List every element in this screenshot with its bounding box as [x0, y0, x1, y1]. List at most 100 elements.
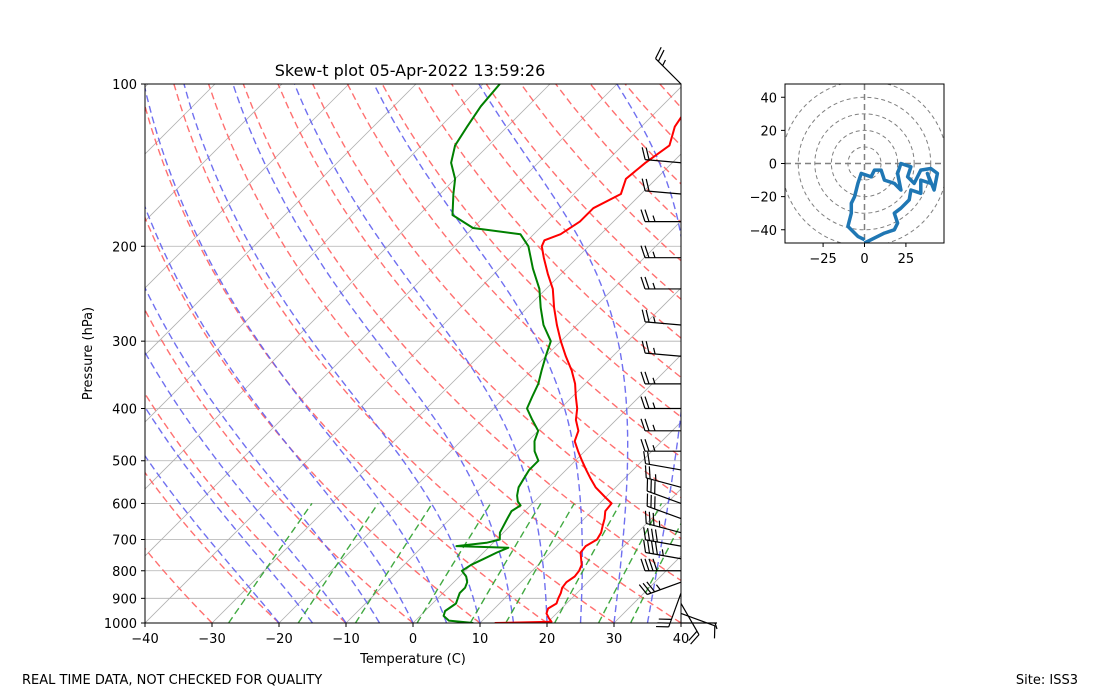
wind-barb-flag	[655, 46, 662, 59]
hodograph-plot-area	[785, 84, 944, 243]
dry-adiabat	[145, 215, 481, 623]
quality-disclaimer: REAL TIME DATA, NOT CHECKED FOR QUALITY	[22, 673, 323, 688]
moist-adiabat	[145, 405, 314, 623]
wind-barb-flag	[640, 209, 646, 222]
mixing-ratio-line	[469, 503, 542, 623]
wind-barb	[680, 612, 716, 639]
dry-adiabat	[764, 84, 1100, 623]
wind-barb	[641, 309, 682, 326]
chart-title: Skew-t plot 05-Apr-2022 13:59:26	[275, 61, 546, 80]
moist-adiabat	[145, 454, 280, 623]
mixing-ratio-line	[416, 503, 492, 623]
wind-barb-flag	[654, 541, 658, 555]
dry-adiabat	[555, 84, 681, 224]
dry-adiabat	[589, 84, 681, 185]
wind-barb-staff	[655, 58, 682, 85]
wind-barb-flag	[644, 276, 650, 290]
wind-barb	[655, 46, 682, 85]
wind-barb-half-flag	[652, 377, 656, 385]
isotherm-line	[412, 354, 681, 623]
isotherm-line	[145, 84, 484, 423]
wind-barb-flag	[644, 438, 650, 452]
wind-barb-flag	[644, 465, 647, 478]
plot-area	[145, 84, 1100, 623]
dry-adiabat	[381, 84, 681, 418]
wind-barb-half-flag	[652, 444, 656, 452]
x-tick-label: −40	[131, 632, 158, 647]
x-axis-label: Temperature (C)	[359, 652, 466, 667]
isotherm-line	[211, 153, 681, 623]
wind-barb-flag	[644, 558, 650, 571]
moist-adiabat	[478, 84, 629, 623]
y-tick-label: 300	[112, 335, 137, 350]
hodograph-y-tick-label: −40	[750, 224, 777, 239]
wind-barb-half-flag	[662, 59, 666, 66]
wind-barb-flag	[650, 528, 655, 542]
moist-adiabat	[183, 84, 481, 623]
isotherm-line	[278, 220, 681, 623]
wind-barb-flag	[647, 451, 651, 465]
wind-barb-flag	[644, 396, 650, 409]
wind-barb	[641, 178, 682, 195]
wind-barb-half-flag	[652, 402, 656, 409]
wind-barb-half-flag	[653, 347, 656, 355]
dry-adiabat	[207, 84, 681, 623]
wind-barb-staff	[646, 505, 682, 520]
wind-barb	[640, 245, 681, 259]
wind-barb-flag	[650, 541, 655, 554]
wind-barb	[640, 276, 681, 290]
isotherm-line	[613, 555, 681, 623]
x-tick-label: 40	[673, 632, 690, 647]
wind-barb	[640, 438, 681, 452]
wind-barb-flag	[643, 527, 647, 540]
wind-barb-half-flag	[652, 251, 656, 258]
wind-barb	[656, 592, 682, 628]
wind-barb-half-flag	[652, 282, 656, 290]
wind-barb-flag	[652, 512, 655, 526]
mixing-ratio-line	[297, 503, 379, 623]
dry-adiabat	[242, 84, 681, 582]
wind-barb-flag	[640, 396, 646, 409]
wind-barb-flag	[640, 276, 646, 290]
wind-barb-half-flag	[714, 622, 718, 630]
skew-t-axes: −40 −30 −20 −10 0 10 20 30 401002003004005006007…	[81, 46, 1100, 667]
hodograph-y-tick-label: 40	[760, 91, 777, 106]
wind-barb-half-flag	[652, 215, 656, 222]
wind-barb	[643, 527, 682, 547]
wind-barb-staff	[645, 352, 682, 357]
dry-adiabat	[346, 84, 681, 458]
isotherm-line	[546, 488, 681, 623]
moist-adiabat	[293, 84, 548, 623]
wind-barb-flag	[641, 309, 646, 323]
wind-barb-flag	[644, 209, 650, 222]
wind-barb-flag	[641, 340, 646, 354]
x-tick-label: 0	[409, 632, 417, 647]
wind-barb	[640, 396, 681, 410]
wind-barb-flag	[638, 584, 648, 595]
moist-adiabat	[616, 84, 681, 623]
moist-adiabat	[145, 85, 448, 623]
isotherm-line	[145, 84, 283, 222]
dry-adiabat	[173, 84, 615, 623]
wind-barb-half-flag	[652, 424, 656, 432]
wind-barb-flag	[640, 371, 646, 385]
isotherm-line	[145, 84, 216, 155]
wind-barb-staff	[646, 477, 682, 488]
y-tick-label: 700	[112, 534, 137, 549]
wind-barb-flag	[648, 511, 651, 525]
hodograph-x-tick-label: −25	[809, 252, 836, 267]
x-tick-label: 20	[539, 632, 556, 647]
isotherm-line	[345, 287, 681, 623]
moist-adiabat	[145, 286, 381, 623]
y-tick-label: 1000	[104, 617, 137, 632]
hodograph-y-tick-label: 0	[769, 158, 777, 173]
hodograph-trace	[846, 161, 940, 243]
wind-barb-flag	[641, 147, 646, 160]
wind-barb-flag	[690, 634, 700, 645]
hodograph-ring	[814, 113, 915, 214]
wind-barb-flag	[645, 309, 650, 323]
dry-adiabat	[451, 84, 681, 340]
wind-barb-flag	[652, 558, 658, 571]
y-tick-label: 800	[112, 565, 137, 580]
